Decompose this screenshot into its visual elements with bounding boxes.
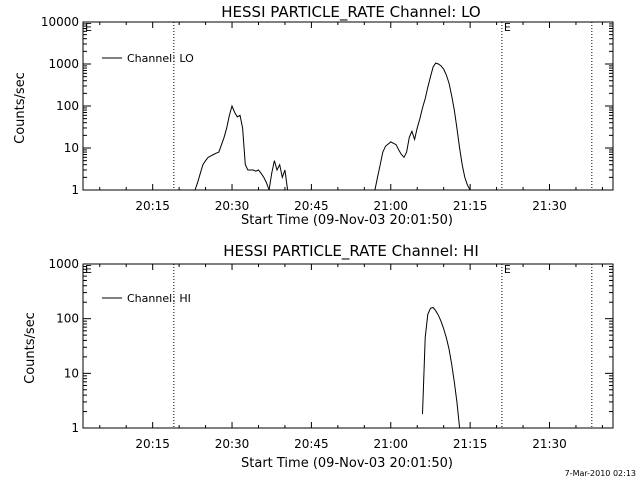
- x-tick-label-hi: 21:15: [453, 437, 488, 451]
- time-marker-label-hi: E: [504, 263, 511, 276]
- corner-marker-lo: E: [85, 21, 92, 34]
- x-tick-label-hi: 20:15: [135, 437, 170, 451]
- y-tick-label-lo: 1: [71, 183, 79, 197]
- legend-lo: Channel: LO: [102, 52, 194, 65]
- series-lo: [194, 62, 471, 191]
- series-line-lo: [194, 104, 270, 191]
- x-tick-label-lo: 20:45: [294, 199, 329, 213]
- xlabel-lo: Start Time (09-Nov-03 20:01:50): [241, 213, 453, 228]
- y-tick-label-hi: 1000: [48, 257, 79, 271]
- chart-hi: HESSI PARTICLE_RATE Channel: HI 20:15 20:…: [23, 242, 614, 471]
- y-tick-label-hi: 1: [71, 421, 79, 435]
- series-line-lo: [374, 62, 471, 191]
- x-tick-label-lo: 20:15: [135, 199, 170, 213]
- x-tick-label-hi: 20:30: [215, 437, 250, 451]
- chart-title-lo: HESSI PARTICLE_RATE Channel: LO: [221, 3, 480, 22]
- plot-frame-lo: [82, 21, 614, 191]
- plot-frame-hi: [82, 263, 614, 429]
- y-tick-label-lo: 10: [64, 141, 79, 155]
- ylabel-hi: Counts/sec: [23, 312, 38, 384]
- y-tick-label-hi: 10: [64, 366, 79, 380]
- y-tick-label-hi: 100: [56, 312, 79, 326]
- ylabel-lo: Counts/sec: [13, 72, 28, 144]
- x-tick-label-hi: 21:30: [532, 437, 567, 451]
- x-tick-label-hi: 20:45: [294, 437, 329, 451]
- x-tick-label-lo: 21:30: [532, 199, 567, 213]
- x-tick-label-lo: 20:30: [215, 199, 250, 213]
- corner-marker-hi: E: [85, 263, 92, 276]
- x-tick-label-lo: 21:15: [453, 199, 488, 213]
- axes-hi: 20:15 20:30 20:45 21:00 21:15 21:30 1 10 100 1000: [48, 257, 614, 451]
- y-tick-label-lo: 100: [56, 99, 79, 113]
- y-tick-label-lo: 10000: [41, 15, 79, 29]
- chart-title-hi: HESSI PARTICLE_RATE Channel: HI: [223, 242, 479, 261]
- legend-label-lo: Channel: LO: [127, 52, 194, 65]
- xlabel-hi: Start Time (09-Nov-03 20:01:50): [241, 456, 453, 471]
- series-hi: [422, 306, 461, 429]
- series-line-hi: [422, 306, 461, 429]
- y-tick-label-lo: 1000: [48, 57, 79, 71]
- time-marker-label-lo: E: [504, 21, 511, 34]
- x-tick-label-lo: 21:00: [373, 199, 408, 213]
- x-tick-label-hi: 21:00: [373, 437, 408, 451]
- chart-lo: HESSI PARTICLE_RATE Channel: LO 20:15 20:…: [13, 3, 614, 228]
- series-line-lo: [268, 160, 289, 191]
- legend-hi: Channel: HI: [102, 292, 191, 305]
- legend-label-hi: Channel: HI: [127, 292, 191, 305]
- footer-timestamp: 7-Mar-2010 02:13: [565, 469, 636, 478]
- axes-lo: 20:15 20:30 20:45 21:00 21:15 21:30 1 10 100 1000…: [41, 15, 614, 213]
